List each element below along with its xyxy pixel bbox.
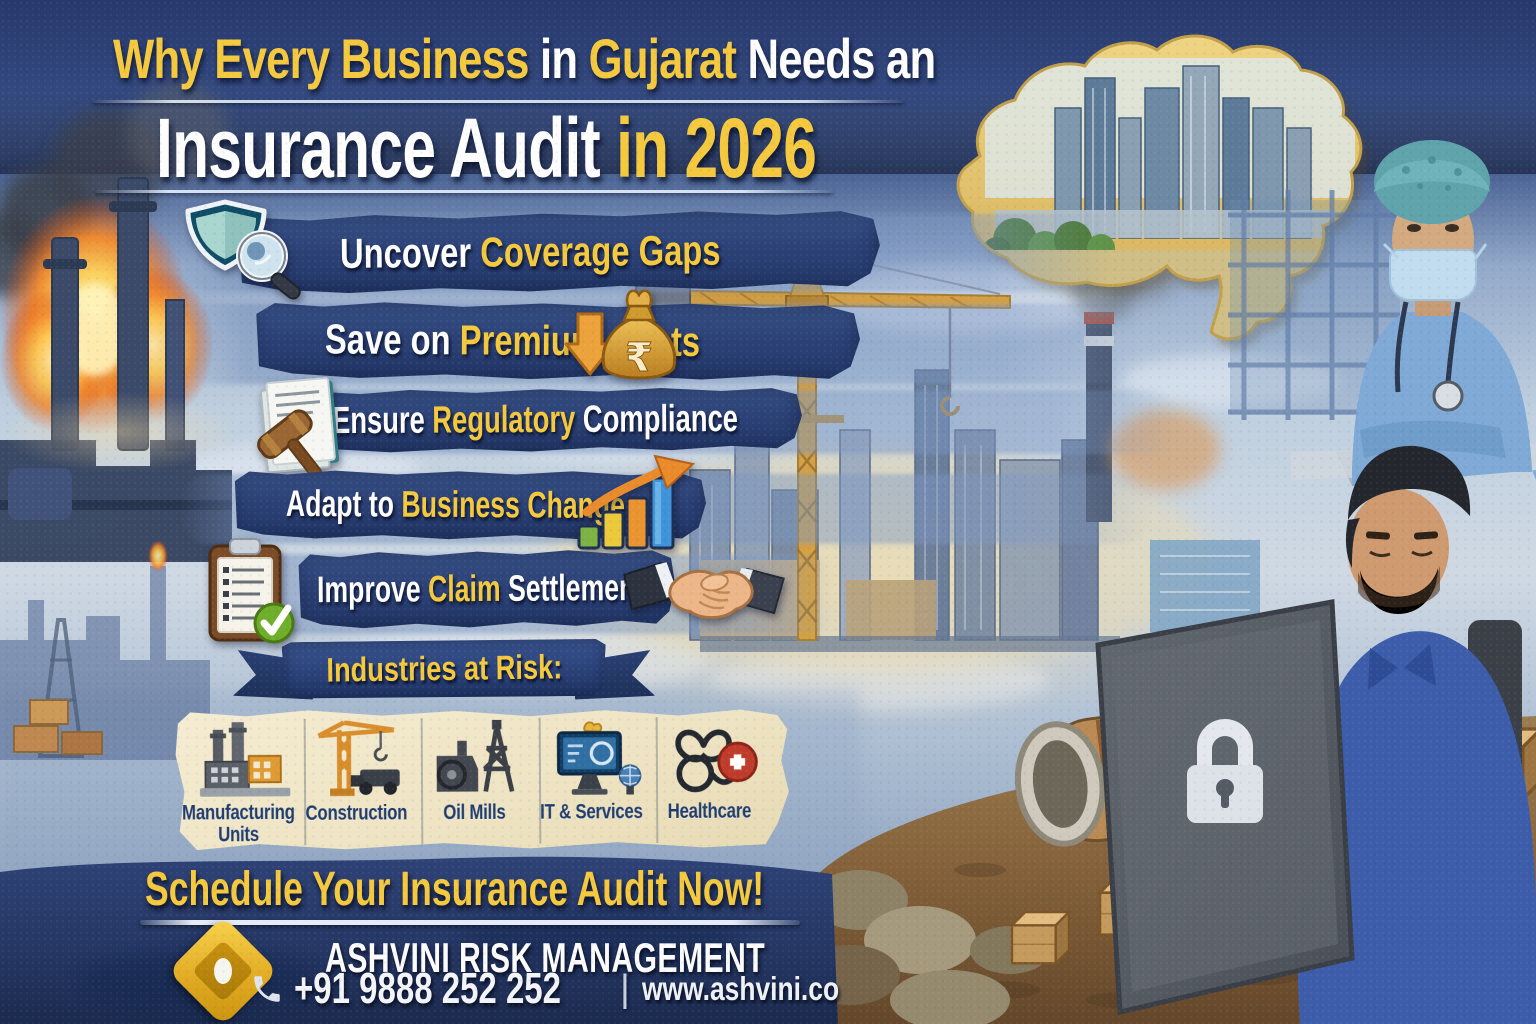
benefit-text: Improve Claim Settlements xyxy=(317,567,659,611)
clipboard-check-icon xyxy=(202,536,302,651)
industry-label: Healthcare xyxy=(667,799,751,824)
benefit-text: Uncover Coverage Gaps xyxy=(340,227,721,278)
businessman-laptop-illustration xyxy=(1095,445,1536,1024)
headline-seg: Gujarat xyxy=(588,27,737,90)
industry-label: Construction xyxy=(305,801,408,825)
benefit-banner: Improve Claim Settlements xyxy=(295,549,676,630)
benefit-highlight: Coverage Gaps xyxy=(479,226,721,276)
growth-chart-icon xyxy=(575,452,697,557)
handshake-icon xyxy=(620,544,788,645)
benefit-row-premium-costs: Save on Premium Costs ₹ xyxy=(180,289,1160,397)
industries-heading: Industries at Risk: xyxy=(325,647,563,690)
factory-icon xyxy=(193,719,297,801)
benefit-highlight: Regulatory xyxy=(432,398,576,442)
industries-ribbon: Industries at Risk: xyxy=(238,640,650,712)
benefit-post: Compliance xyxy=(575,397,739,441)
nurse-illustration xyxy=(1290,140,1536,486)
benefit-row-regulatory-compliance: Ensure Regulatory Compliance xyxy=(238,377,1188,480)
footer-divider xyxy=(140,920,800,925)
construction-crane-icon xyxy=(311,718,415,801)
stethoscope-cross-icon xyxy=(664,716,768,799)
industry-label: Manufacturing Units xyxy=(182,801,296,846)
lock-icon xyxy=(1187,719,1263,823)
headline-seg: in 2026 xyxy=(599,101,817,195)
website-url: www.ashvini.co xyxy=(641,970,839,1007)
refinery-fire-illustration xyxy=(0,82,240,562)
headline-seg: Needs an xyxy=(736,27,936,90)
phone-icon xyxy=(250,972,284,1006)
benefit-banner: Ensure Regulatory Compliance xyxy=(300,387,802,454)
benefit-pre: Improve xyxy=(316,568,429,611)
money-bag-icon: ₹ xyxy=(560,278,690,405)
ribbon-body: Industries at Risk: xyxy=(282,638,607,701)
benefit-highlight: Claim xyxy=(427,567,501,610)
ashvini-logo-icon xyxy=(167,915,279,1024)
benefit-banner: Uncover Coverage Gaps xyxy=(232,209,881,295)
industry-item-oil-mills: Oil Mills xyxy=(421,718,539,845)
title-divider xyxy=(95,190,833,193)
oil-rig-icon xyxy=(429,718,533,801)
benefit-banner: Save on Premium Costs xyxy=(250,300,861,382)
headline-line1: Why Every Business in Gujarat Needs an xyxy=(113,26,936,91)
svg-text:₹: ₹ xyxy=(625,335,653,381)
industry-item-construction: Construction xyxy=(303,718,421,845)
benefit-pre: Adapt to xyxy=(285,482,402,525)
company-name: ASHVINI RISK MANAGEMENT xyxy=(325,934,766,981)
industries-panel: Manufacturing Units xyxy=(172,706,791,851)
headline-line2: Insurance Audit in 2026 xyxy=(156,100,817,197)
cta-text: Schedule Your Insurance Audit Now! xyxy=(145,863,765,916)
benefit-row-business-changes: Adapt to Business Changes xyxy=(180,454,1180,557)
headline-seg: in xyxy=(528,27,589,90)
benefit-pre: Uncover xyxy=(339,228,481,277)
it-monitor-icon xyxy=(546,717,650,800)
benefit-row-claim-settlements: Improve Claim Settlements xyxy=(200,538,1200,650)
document-gavel-icon xyxy=(234,376,369,486)
headline-seg: Insurance Audit xyxy=(156,101,601,195)
contact-separator: | xyxy=(620,967,630,1010)
benefit-row-coverage-gaps: Uncover Coverage Gaps xyxy=(180,199,1130,305)
contact-row: +91 9888 252 252 | www.ashvini.co xyxy=(250,964,888,1014)
industry-label: IT & Services xyxy=(540,800,643,824)
headline-seg: Why Every Business xyxy=(113,27,529,90)
industry-item-it-services: IT & Services xyxy=(538,717,656,844)
shield-magnifier-icon xyxy=(178,196,304,305)
industry-label: Oil Mills xyxy=(442,800,506,825)
industry-item-healthcare: Healthcare xyxy=(656,716,774,843)
benefit-text: Ensure Regulatory Compliance xyxy=(332,398,738,443)
industry-item-manufacturing: Manufacturing Units xyxy=(188,719,304,846)
harbor-industry-illustration xyxy=(0,540,210,760)
benefit-pre: Save on xyxy=(324,315,460,364)
title-divider xyxy=(92,100,904,103)
phone-number: +91 9888 252 252 xyxy=(294,964,562,1013)
